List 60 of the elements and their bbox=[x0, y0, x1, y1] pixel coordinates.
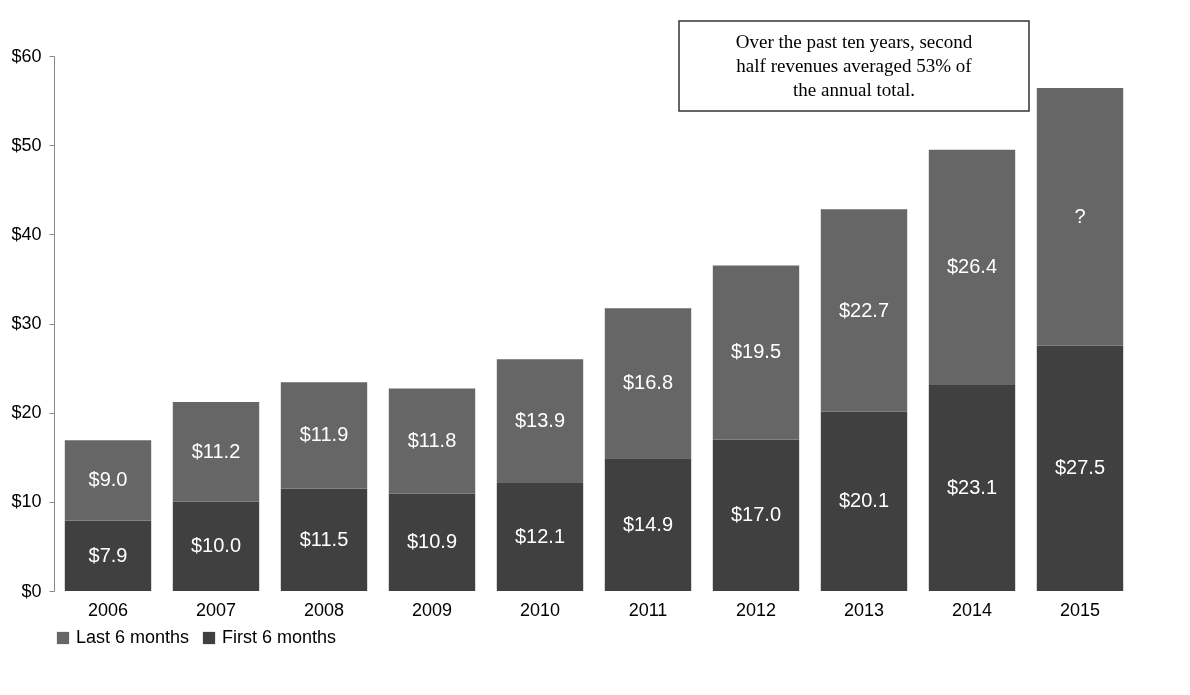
data-label: $17.0 bbox=[730, 503, 782, 526]
bar bbox=[64, 520, 152, 591]
x-tick-label: 2012 bbox=[735, 599, 777, 620]
bar bbox=[280, 382, 368, 489]
x-tick-label: 2015 bbox=[1059, 599, 1101, 620]
data-label: $10.0 bbox=[190, 534, 242, 557]
data-label: $22.7 bbox=[838, 298, 890, 321]
bar bbox=[820, 411, 908, 591]
y-tick-label: $30 bbox=[11, 313, 42, 333]
data-label: $10.9 bbox=[406, 530, 458, 553]
x-tick-label: 2009 bbox=[411, 599, 453, 620]
bar bbox=[712, 439, 800, 591]
bar bbox=[280, 488, 368, 591]
bar bbox=[928, 149, 1016, 386]
y-tick-label: $20 bbox=[11, 402, 42, 423]
x-tick-label: 2011 bbox=[628, 599, 668, 620]
bar bbox=[604, 458, 692, 591]
data-label: $9.0 bbox=[88, 468, 128, 491]
bar bbox=[604, 308, 692, 459]
x-tick-label: 2008 bbox=[303, 599, 345, 620]
y-tick-label: $0 bbox=[21, 580, 42, 601]
data-label: $23.1 bbox=[946, 476, 998, 499]
data-label: $27.5 bbox=[1054, 456, 1106, 479]
bar bbox=[64, 440, 152, 521]
data-label: $11.9 bbox=[299, 423, 349, 446]
data-label: ? bbox=[1074, 204, 1086, 227]
bar bbox=[388, 388, 476, 494]
legend-label: First 6 months bbox=[222, 627, 337, 647]
bar bbox=[820, 209, 908, 412]
x-tick-label: 2010 bbox=[519, 599, 561, 620]
data-label: $16.8 bbox=[622, 371, 674, 394]
data-label: $7.9 bbox=[88, 543, 128, 566]
x-tick-label: 2006 bbox=[87, 599, 129, 620]
bar bbox=[496, 359, 584, 484]
legend-label: Last 6 months bbox=[76, 627, 190, 647]
y-tick-label: $50 bbox=[11, 134, 42, 155]
x-tick-label: 2007 bbox=[195, 599, 237, 620]
data-label: $11.2 bbox=[191, 439, 241, 462]
annotation: Over the past ten years, second half revenues averaged 53% of the annual total. bbox=[735, 31, 973, 100]
data-label: $26.4 bbox=[946, 255, 998, 278]
bar bbox=[1036, 88, 1124, 346]
data-label: $14.9 bbox=[622, 512, 674, 535]
data-label: $19.5 bbox=[730, 340, 782, 363]
y-tick-label: $40 bbox=[11, 223, 42, 244]
x-tick-label: 2013 bbox=[843, 599, 885, 620]
x-tick-label: 2014 bbox=[951, 599, 993, 620]
bar bbox=[928, 385, 1016, 591]
bar bbox=[496, 483, 584, 591]
data-label: $11.5 bbox=[299, 527, 349, 550]
data-label: $11.8 bbox=[407, 429, 457, 452]
bar bbox=[1036, 345, 1124, 591]
data-label: $20.1 bbox=[838, 489, 890, 512]
bar bbox=[388, 493, 476, 591]
data-label: $13.9 bbox=[514, 409, 566, 432]
bar bbox=[172, 501, 260, 591]
y-tick-label: $10 bbox=[11, 491, 42, 512]
y-tick-label: $60 bbox=[11, 45, 42, 66]
bar bbox=[172, 401, 260, 502]
data-label: $12.1 bbox=[514, 525, 566, 548]
bar bbox=[712, 265, 800, 440]
